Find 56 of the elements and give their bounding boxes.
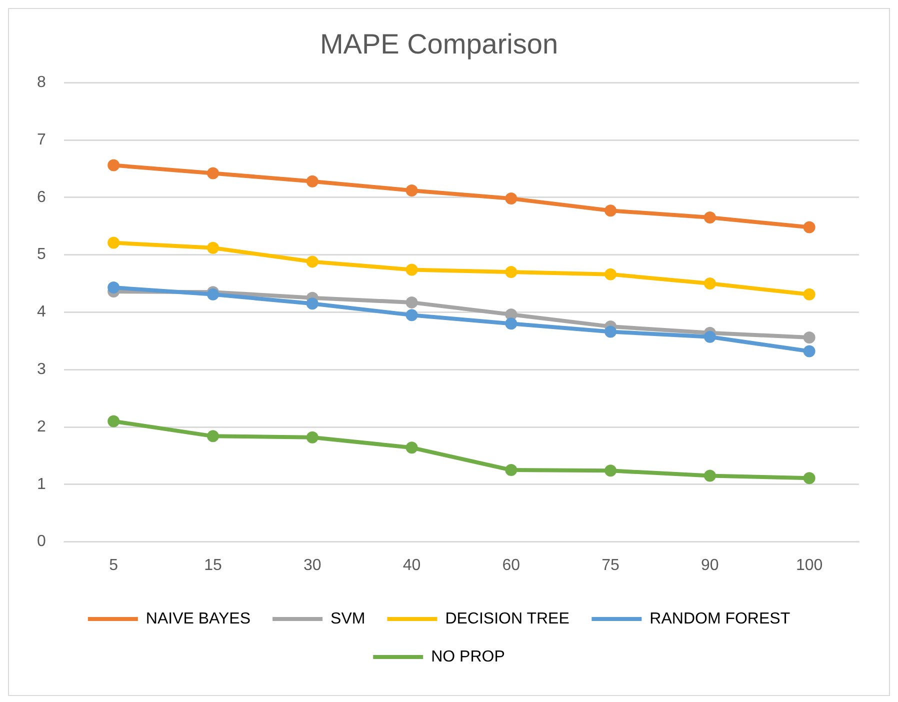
x-tick-label: 90: [701, 556, 719, 574]
y-tick-label: 8: [36, 74, 46, 92]
legend-label: NAIVE BAYES: [146, 610, 251, 628]
legend-label: RANDOM FOREST: [650, 610, 790, 628]
y-tick-label: 4: [36, 304, 46, 321]
point: [406, 264, 418, 276]
point: [206, 167, 219, 180]
point: [803, 331, 816, 344]
point: [505, 192, 518, 205]
legend-label: SVM: [330, 610, 366, 628]
point: [306, 298, 318, 310]
x-tick-label: 60: [502, 556, 520, 574]
y-tick-label: 3: [36, 361, 46, 378]
y-tick-label: 5: [36, 246, 46, 264]
y-tick-label: 0: [36, 533, 46, 550]
point: [505, 266, 518, 278]
x-tick-label: 15: [204, 556, 222, 574]
legend-label: NO PROP: [431, 648, 505, 666]
point: [604, 268, 617, 280]
point: [803, 221, 816, 234]
point: [505, 464, 518, 476]
y-tick-label: 6: [36, 188, 46, 206]
point: [108, 159, 120, 172]
point: [406, 309, 418, 322]
point: [206, 430, 219, 442]
x-tick-label: 40: [402, 556, 421, 574]
point: [704, 211, 716, 224]
point: [206, 242, 219, 254]
point: [704, 470, 716, 482]
point: [306, 431, 318, 444]
x-tick-label: 30: [303, 556, 322, 574]
point: [108, 282, 120, 294]
point: [604, 204, 617, 217]
x-tick-label: 5: [109, 556, 118, 574]
point: [406, 442, 418, 454]
point: [406, 296, 418, 308]
y-tick-label: 7: [36, 131, 46, 148]
legend-label: DECISION TREE: [445, 610, 570, 628]
chart-title: MAPE Comparison: [320, 28, 558, 60]
point: [306, 175, 318, 188]
point: [108, 415, 120, 428]
point: [108, 236, 120, 249]
point: [604, 464, 617, 477]
point: [406, 184, 418, 197]
point: [604, 326, 617, 338]
point: [505, 318, 518, 330]
point: [704, 278, 716, 290]
y-tick-label: 1: [36, 476, 46, 493]
y-tick-label: 2: [36, 418, 46, 436]
point: [803, 472, 816, 484]
x-tick-label: 75: [602, 556, 620, 574]
point: [803, 288, 816, 300]
point: [803, 345, 816, 358]
x-tick-label: 100: [796, 556, 823, 574]
point: [704, 330, 716, 343]
point: [306, 256, 318, 268]
